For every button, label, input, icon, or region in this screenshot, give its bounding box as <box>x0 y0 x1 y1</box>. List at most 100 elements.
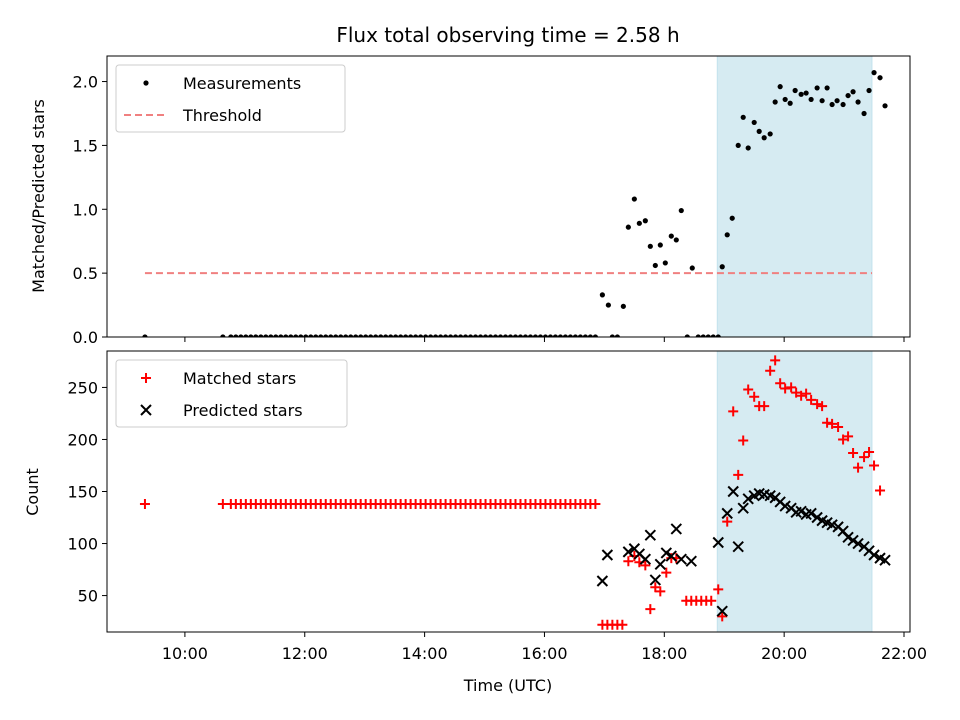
shaded-observing-window <box>716 350 873 633</box>
data-point <box>398 334 404 337</box>
data-point <box>378 334 384 337</box>
data-point <box>373 334 379 337</box>
data-point <box>623 556 634 567</box>
data-point <box>770 355 781 366</box>
data-point <box>660 547 673 559</box>
data-point <box>273 334 279 337</box>
data-point <box>842 531 854 544</box>
data-point <box>743 384 754 395</box>
top-chart-title: Flux total observing time = 2.58 h <box>336 23 679 47</box>
y-tick-label: 1.0 <box>73 200 98 219</box>
data-point <box>308 334 314 337</box>
data-point <box>353 334 359 337</box>
data-point <box>742 493 754 505</box>
data-point <box>864 446 875 457</box>
data-point <box>542 334 549 337</box>
x-tick-label: 20:00 <box>761 644 807 663</box>
data-point <box>477 334 484 337</box>
data-point <box>278 334 284 337</box>
data-point <box>715 334 721 337</box>
data-point <box>728 406 739 417</box>
data-point <box>645 604 656 615</box>
data-point <box>303 334 309 337</box>
data-point <box>745 145 751 151</box>
data-point <box>642 218 648 224</box>
data-point <box>673 237 679 243</box>
data-point <box>852 537 864 550</box>
plot-area <box>142 70 888 337</box>
data-point <box>877 75 883 81</box>
data-point <box>749 391 760 402</box>
data-point <box>601 549 614 561</box>
data-point <box>751 119 757 126</box>
data-point <box>668 233 674 239</box>
data-point <box>452 334 459 337</box>
series-matched-stars <box>139 355 886 630</box>
data-point <box>590 498 601 509</box>
data-point <box>644 529 657 541</box>
data-point <box>732 540 744 553</box>
x-tick-label: 14:00 <box>402 644 448 663</box>
data-point <box>675 553 687 565</box>
data-point <box>383 334 389 337</box>
data-point <box>853 462 864 473</box>
data-point <box>665 550 678 562</box>
data-point <box>427 334 434 337</box>
data-point <box>689 265 695 271</box>
data-point <box>655 586 666 597</box>
data-point <box>855 99 861 105</box>
data-point <box>724 232 730 238</box>
data-point <box>805 507 817 520</box>
data-point <box>258 334 264 337</box>
data-point <box>492 334 499 337</box>
data-point <box>338 334 344 337</box>
data-point <box>814 85 820 91</box>
legend-marker <box>140 404 152 416</box>
data-point <box>685 555 697 567</box>
y-tick-label: 0.5 <box>73 264 98 283</box>
data-point <box>437 334 444 337</box>
data-point <box>706 595 717 606</box>
y-tick-label: 1.5 <box>73 136 98 155</box>
data-point <box>827 418 838 429</box>
data-point <box>298 334 304 337</box>
x-tick-label: 16:00 <box>521 644 567 663</box>
data-point <box>318 334 324 337</box>
legend-item: Matched stars <box>141 369 296 388</box>
data-point <box>527 334 534 337</box>
legend: Matched stars Predicted stars <box>115 359 348 428</box>
y-tick-label: 50 <box>78 587 98 606</box>
x-axis-label: Time (UTC) <box>463 676 552 695</box>
data-point <box>801 388 812 399</box>
data-point <box>848 447 859 458</box>
data-point <box>819 98 825 104</box>
data-point <box>537 334 544 337</box>
data-point <box>756 128 762 134</box>
series-measurements <box>142 70 888 337</box>
data-point <box>859 452 870 463</box>
data-point <box>662 260 668 266</box>
legend-item: Predicted stars <box>140 401 303 420</box>
data-point <box>636 220 642 226</box>
data-point <box>782 96 788 103</box>
data-point <box>248 334 254 337</box>
data-point <box>722 516 733 527</box>
data-point <box>812 399 823 410</box>
data-point <box>678 207 684 214</box>
data-point <box>721 507 733 520</box>
data-point <box>432 334 439 337</box>
data-point <box>472 334 479 337</box>
data-point <box>562 334 569 337</box>
data-point <box>333 334 339 337</box>
data-point <box>652 262 658 269</box>
top-axes: 0.0 0.5 1.0 1.5 2.0 Measurements Threshold <box>73 55 911 347</box>
data-point <box>882 103 888 109</box>
data-point <box>649 574 662 586</box>
data-point <box>661 567 672 578</box>
data-point <box>875 485 886 496</box>
data-point <box>532 334 539 337</box>
data-point <box>408 334 414 337</box>
x-tick-label: 18:00 <box>641 644 687 663</box>
data-point <box>557 334 564 337</box>
legend-label: Measurements <box>183 74 301 93</box>
